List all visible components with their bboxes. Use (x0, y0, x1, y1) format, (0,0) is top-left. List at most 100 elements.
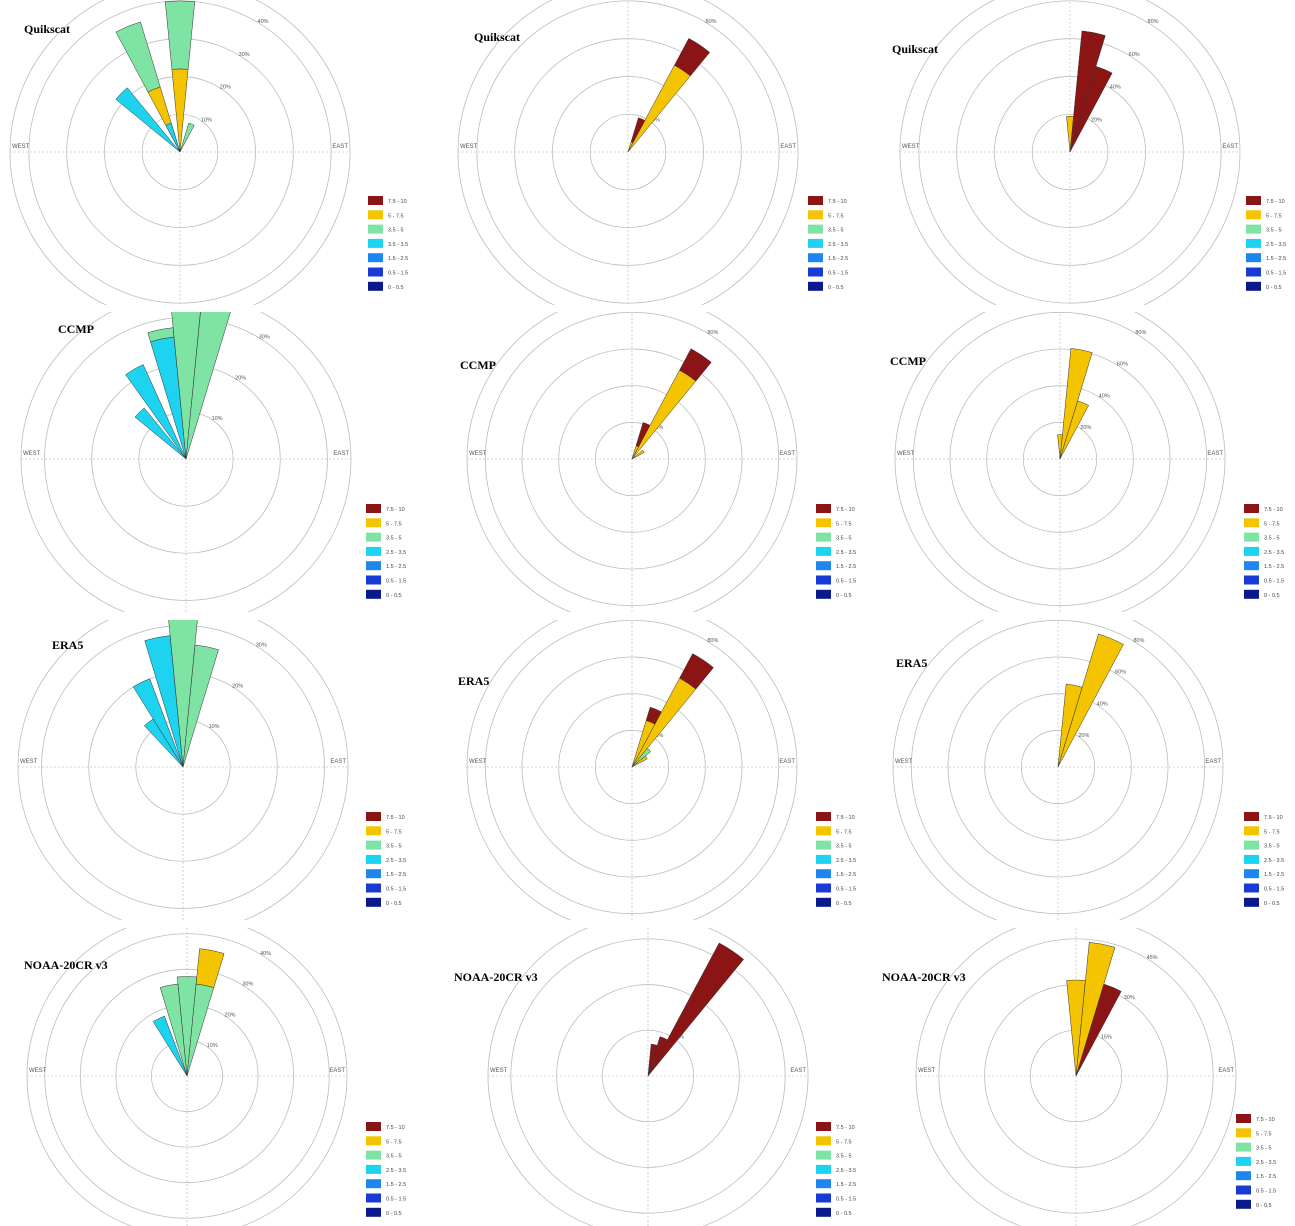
petal-segment (631, 449, 645, 460)
ring-label: 10% (212, 416, 223, 422)
legend-label: 3.5 - 5 (1264, 844, 1280, 850)
legend-label: 1.5 - 2.5 (836, 564, 856, 570)
legend-swatch (808, 210, 823, 220)
legend-swatch (1246, 224, 1261, 234)
legend-label: 0 - 0.5 (1264, 593, 1280, 599)
legend-label: 0.5 - 1.5 (1266, 271, 1286, 277)
legend-swatch (1244, 575, 1259, 585)
legend-swatch (1246, 210, 1261, 220)
legend-label: 3.5 - 5 (836, 1154, 852, 1160)
windrose-panel: 20%40%60%80%NORTHEASTSOUTHWEST7.5 - 105 … (870, 0, 1295, 305)
legend-label: 5 - 7.5 (386, 521, 402, 527)
legend-swatch (366, 1164, 381, 1174)
petal-segment (647, 942, 745, 1077)
petal-segment (165, 122, 181, 153)
petal-segment (115, 21, 161, 93)
direction-label-east: EAST (1205, 759, 1221, 765)
legend-swatch (1236, 1171, 1251, 1181)
ring-label: 10% (207, 1043, 218, 1049)
petal-segment (674, 38, 711, 77)
legend-swatch (1246, 267, 1261, 277)
legend-label: 2.5 - 3.5 (836, 1168, 856, 1174)
ring (521, 656, 743, 878)
legend-swatch (366, 532, 381, 542)
legend-label: 0 - 0.5 (836, 1211, 852, 1217)
panel-title: ERA5 (458, 674, 490, 688)
ring-label: 30% (259, 335, 270, 341)
legend-label: 7.5 - 10 (1256, 1117, 1275, 1123)
petal-segment (1069, 66, 1113, 153)
legend-label: 2.5 - 3.5 (828, 242, 848, 248)
ring-label: 20% (652, 425, 663, 431)
legend-label: 0.5 - 1.5 (1264, 887, 1284, 893)
petal-segment (171, 312, 201, 460)
ring (947, 656, 1169, 878)
ring-label: 20% (220, 85, 231, 91)
legend-swatch (816, 589, 831, 599)
windrose-svg: 10%20%30%40%NORTHEASTSOUTHWEST7.5 - 105 … (26, 928, 406, 1226)
direction-label-east: EAST (1207, 451, 1223, 457)
petal-segment (177, 976, 197, 1077)
windrose-panel: 10%20%30%40%NORTHEASTSOUTHWEST7.5 - 105 … (0, 0, 430, 305)
legend-label: 3.5 - 5 (1266, 228, 1282, 234)
petal-segment (168, 620, 198, 768)
petal-segment (630, 117, 646, 143)
windrose-panel: 20%40%60%NORTHEASTSOUTHWEST7.5 - 105 - 7… (440, 928, 860, 1226)
legend-label: 1.5 - 2.5 (1264, 872, 1284, 878)
legend-label: 0 - 0.5 (386, 901, 402, 907)
windrose-svg: 10%20%30%NORTHEASTSOUTHWEST7.5 - 105 - 7… (17, 620, 406, 920)
legend-label: 0 - 0.5 (388, 285, 404, 291)
legend-label: 3.5 - 5 (828, 228, 844, 234)
direction-label-west: WEST (490, 1068, 508, 1074)
windrose-svg: 15%30%45%NORTHEASTSOUTHWEST7.5 - 105 - 7… (915, 928, 1276, 1226)
direction-label-east: EAST (333, 451, 349, 457)
legend-label: 2.5 - 3.5 (1264, 550, 1284, 556)
petal-segment (631, 747, 652, 768)
petal-segment (631, 677, 697, 768)
legend-swatch (366, 546, 381, 556)
legend-label: 2.5 - 3.5 (836, 550, 856, 556)
legend-swatch (816, 518, 831, 528)
petal-segment (1075, 983, 1122, 1077)
windrose-panel: 20%40%60%80%NORTHEASTSOUTHWEST7.5 - 105 … (440, 312, 860, 612)
petal-segment (1057, 434, 1063, 460)
legend-label: 5 - 7.5 (836, 521, 852, 527)
panel-title: Quikscat (24, 22, 71, 36)
legend-swatch (816, 1179, 831, 1189)
legend-label: 7.5 - 10 (386, 815, 405, 821)
legend-swatch (1244, 897, 1259, 907)
legend-label: 1.5 - 2.5 (1266, 256, 1286, 262)
legend-label: 0.5 - 1.5 (386, 887, 406, 893)
legend-swatch (1236, 1114, 1251, 1123)
legend-swatch (816, 854, 831, 864)
legend-label: 1.5 - 2.5 (1256, 1174, 1276, 1180)
legend-swatch (1244, 869, 1259, 879)
legend-label: 0 - 0.5 (1264, 901, 1280, 907)
ring-label: 30% (239, 52, 250, 58)
ring-label: 60% (1115, 670, 1126, 676)
legend-swatch (368, 253, 383, 263)
petal-segment (635, 422, 651, 448)
legend-label: 5 - 7.5 (1264, 521, 1280, 527)
legend-swatch (366, 1193, 381, 1203)
petal-segment (179, 122, 195, 153)
ring (984, 693, 1132, 841)
legend-swatch (816, 575, 831, 585)
legend-label: 3.5 - 5 (1264, 536, 1280, 542)
ring (912, 312, 1208, 607)
legend-swatch (366, 504, 381, 513)
direction-label-west: WEST (918, 1068, 936, 1074)
ring-label: 80% (707, 330, 718, 336)
windrose-panel: 10%20%30%NORTHEASTSOUTHWEST7.5 - 105 - 7… (0, 312, 430, 612)
legend-swatch (1246, 253, 1261, 263)
legend-label: 0.5 - 1.5 (1256, 1189, 1276, 1195)
petal-segment (679, 653, 714, 690)
legend-label: 5 - 7.5 (386, 1139, 402, 1145)
ring-label: 20% (1091, 117, 1102, 123)
legend-label: 5 - 7.5 (828, 213, 844, 219)
ring-label: 20% (225, 1012, 236, 1018)
legend-swatch (366, 589, 381, 599)
legend-swatch (366, 883, 381, 893)
ring-label: 45% (1147, 955, 1158, 961)
legend-swatch (366, 1136, 381, 1146)
